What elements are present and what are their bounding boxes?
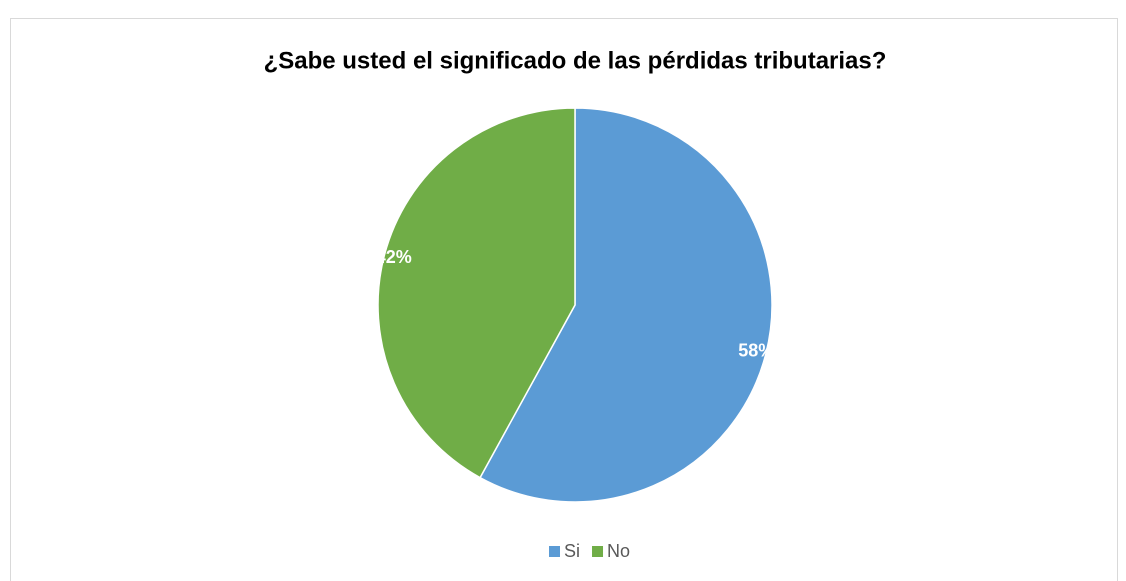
data-label: 58% [738,340,774,360]
legend-swatch [549,546,560,557]
pie-slice [377,107,576,479]
legend-swatch [592,546,604,557]
legend-label: No [607,541,630,561]
chart-title: ¿Sabe usted el significado de las pérdid… [264,47,887,74]
data-label: 42% [376,247,412,267]
pie-slice [479,107,773,503]
legend-label: Si [564,541,580,561]
